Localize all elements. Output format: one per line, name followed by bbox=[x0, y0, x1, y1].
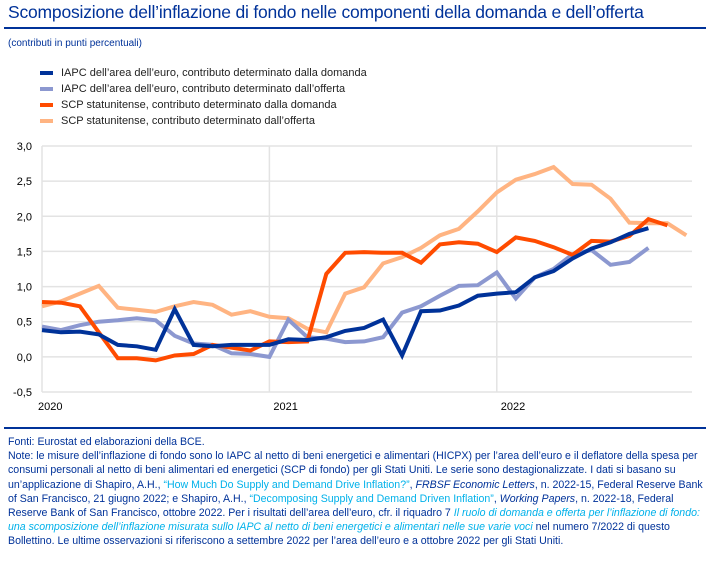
note-text: nel numero 7/2022 di questo Bollettino. … bbox=[8, 521, 670, 548]
legend-swatch bbox=[40, 87, 53, 91]
note-text: , bbox=[409, 478, 416, 491]
note-text: , bbox=[493, 492, 500, 505]
legend-item: IAPC dell’area dell’euro, contributo det… bbox=[40, 81, 367, 97]
legend-label: IAPC dell’area dell’euro, contributo det… bbox=[61, 67, 367, 79]
x-tick-label: 2020 bbox=[38, 401, 62, 413]
y-tick-label: 1,0 bbox=[17, 282, 32, 294]
y-tick-label: 3,0 bbox=[17, 141, 32, 153]
chart-title: Scomposizione dell’inflazione di fondo n… bbox=[8, 2, 644, 22]
y-tick-label: 0,5 bbox=[17, 317, 32, 329]
y-tick-label: 0,0 bbox=[17, 352, 32, 364]
title-rule bbox=[4, 27, 706, 29]
legend-item: SCP statunitense, contributo determinato… bbox=[40, 97, 367, 113]
legend-item: SCP statunitense, contributo determinato… bbox=[40, 113, 367, 129]
chart-notes: Fonti: Eurostat ed elaborazioni della BC… bbox=[8, 435, 708, 549]
note-text: , n. 2022-18, Federal Reserve Bank of Sa… bbox=[8, 492, 674, 520]
series-line bbox=[41, 226, 649, 361]
legend-label: SCP statunitense, contributo determinato… bbox=[61, 99, 337, 111]
legend-label: IAPC dell’area dell’euro, contributo det… bbox=[61, 83, 346, 95]
notes-rule bbox=[4, 427, 706, 429]
note-text: Note: le misure dell’inflazione di fondo… bbox=[8, 450, 698, 491]
publication-name: FRBSF Economic Letters bbox=[415, 478, 535, 491]
box-reference-link[interactable]: Il ruolo di domanda e offerta per l’infl… bbox=[8, 507, 700, 534]
publication-name: Working Papers bbox=[499, 492, 576, 505]
legend: IAPC dell’area dell’euro, contributo det… bbox=[40, 65, 367, 129]
series-line bbox=[41, 246, 650, 360]
legend-label: SCP statunitense, contributo determinato… bbox=[61, 115, 315, 127]
y-tick-label: 2,0 bbox=[17, 211, 32, 223]
note-text: , n. 2022-15, Federal Reserve Bank of Sa… bbox=[8, 478, 703, 505]
series-line bbox=[41, 216, 669, 363]
legend-swatch bbox=[40, 71, 53, 75]
x-tick-label: 2021 bbox=[273, 401, 297, 413]
x-tick-label: 2022 bbox=[501, 401, 525, 413]
series-line bbox=[41, 164, 688, 335]
line-chart: 3,0 2,5 2,0 1,5 1,0 0,5 0,0 -0,5 2020 2021 2022 bbox=[13, 141, 692, 413]
legend-swatch bbox=[40, 119, 53, 123]
y-tick-label: -0,5 bbox=[13, 387, 32, 399]
notes-text: Note: le misure dell’inflazione di fondo… bbox=[8, 449, 708, 548]
legend-swatch bbox=[40, 103, 53, 107]
chart-subtitle: (contributi in punti percentuali) bbox=[8, 38, 142, 49]
y-tick-label: 2,5 bbox=[17, 176, 32, 188]
y-tick-label: 1,5 bbox=[17, 246, 32, 258]
reference-link[interactable]: “How Much Do Supply and Demand Drive Inf… bbox=[163, 478, 410, 491]
reference-link[interactable]: “Decomposing Supply and Demand Driven In… bbox=[249, 492, 494, 505]
legend-item: IAPC dell’area dell’euro, contributo det… bbox=[40, 65, 367, 81]
sources-text: Fonti: Eurostat ed elaborazioni della BC… bbox=[8, 436, 205, 448]
